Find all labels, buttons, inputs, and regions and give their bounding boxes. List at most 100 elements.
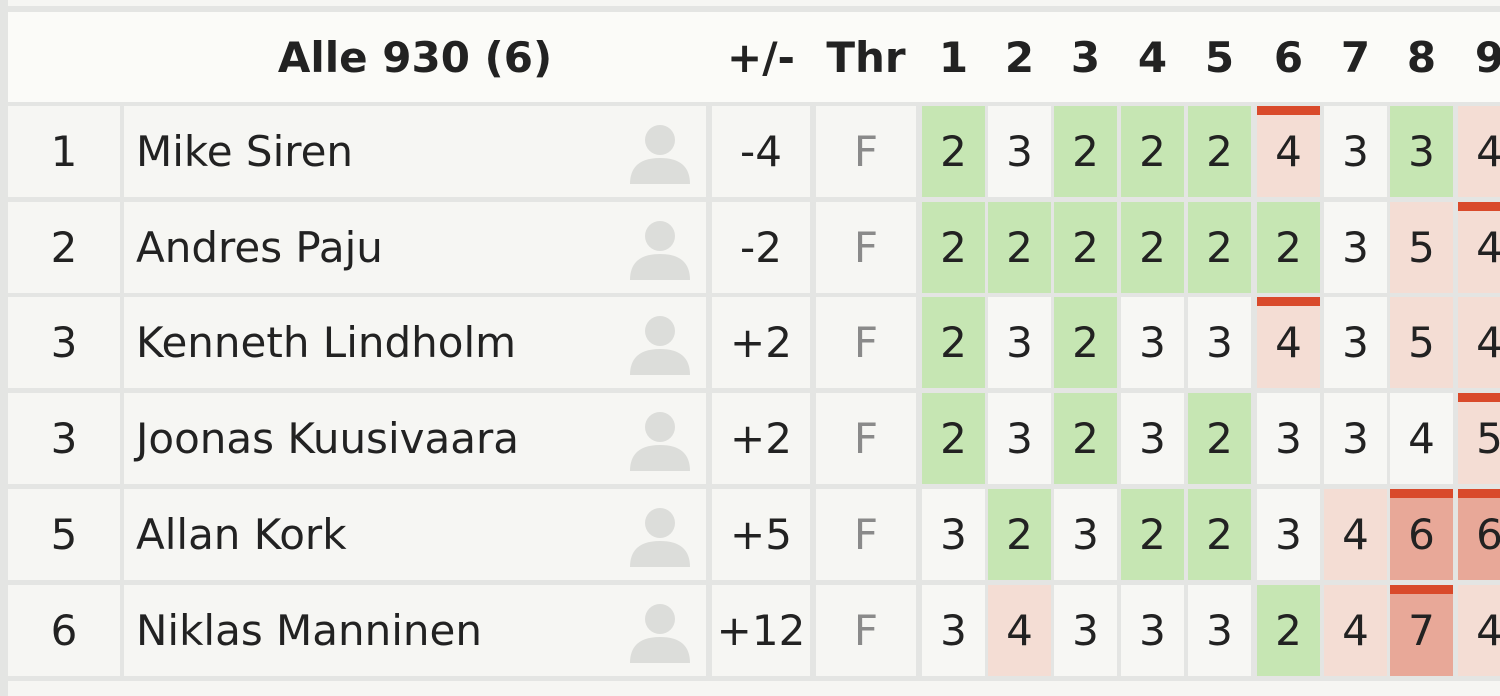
- hole-score: 3: [1121, 585, 1184, 676]
- player-name: Joonas Kuusivaara: [124, 393, 706, 484]
- hole-score: 3: [1257, 393, 1320, 484]
- hole-score: 2: [1121, 489, 1184, 580]
- rank: 3: [8, 297, 120, 388]
- hole-score: 3: [1324, 202, 1387, 293]
- hole-score: 4: [1458, 202, 1500, 293]
- hole-score: 4: [1458, 585, 1500, 676]
- thru: F: [816, 202, 916, 293]
- rank: 5: [8, 489, 120, 580]
- hole-header: 8: [1390, 12, 1453, 102]
- hole-score: 2: [922, 297, 985, 388]
- hole-score: 2: [922, 202, 985, 293]
- hole-header: 5: [1188, 12, 1251, 102]
- hole-score: 2: [922, 106, 985, 197]
- hole-score: 2: [1257, 585, 1320, 676]
- hole-score: 3: [1121, 393, 1184, 484]
- thru: F: [816, 106, 916, 197]
- avatar-icon[interactable]: [627, 503, 693, 569]
- rank: 2: [8, 202, 120, 293]
- hole-score: 4: [1257, 106, 1320, 197]
- hole-score: 3: [922, 489, 985, 580]
- hole-score: 2: [1054, 393, 1117, 484]
- hole-score: 5: [1390, 297, 1453, 388]
- hole-score: 3: [1390, 106, 1453, 197]
- penalty-marker: [1390, 489, 1453, 498]
- hole-header: 3: [1054, 12, 1117, 102]
- hole-score: 3: [988, 297, 1051, 388]
- rank: 3: [8, 393, 120, 484]
- avatar-icon[interactable]: [627, 120, 693, 186]
- penalty-marker: [1458, 393, 1500, 402]
- avatar-icon[interactable]: [627, 311, 693, 377]
- hole-score: 5: [1458, 393, 1500, 484]
- thru: F: [816, 297, 916, 388]
- hole-header: 1: [922, 12, 985, 102]
- player-name: Niklas Manninen: [124, 585, 706, 676]
- avatar-icon[interactable]: [627, 216, 693, 282]
- hole-score: 2: [988, 202, 1051, 293]
- hole-score: 2: [1054, 202, 1117, 293]
- penalty-marker: [1458, 489, 1500, 498]
- hole-score: 3: [1054, 489, 1117, 580]
- hole-score: 6: [1390, 489, 1453, 580]
- previous-row: [8, 0, 1500, 6]
- hole-score: 2: [922, 393, 985, 484]
- hole-header: 7: [1324, 12, 1387, 102]
- hole-score: 4: [1458, 106, 1500, 197]
- player-name: Kenneth Lindholm: [124, 297, 706, 388]
- hole-header: 9: [1458, 12, 1500, 102]
- penalty-marker: [1390, 585, 1453, 594]
- hole-score: 4: [1257, 297, 1320, 388]
- hole-score: 3: [1188, 585, 1251, 676]
- player-name: Mike Siren: [124, 106, 706, 197]
- score-to-par: +5: [712, 489, 810, 580]
- hole-header: 6: [1257, 12, 1320, 102]
- hole-score: 5: [1390, 202, 1453, 293]
- rank: 1: [8, 106, 120, 197]
- hole-score: 2: [1188, 393, 1251, 484]
- hole-score: 3: [988, 393, 1051, 484]
- hole-score: 2: [1188, 489, 1251, 580]
- hole-score: 2: [1054, 297, 1117, 388]
- score-to-par: +2: [712, 393, 810, 484]
- hole-score: 4: [988, 585, 1051, 676]
- hole-score: 6: [1458, 489, 1500, 580]
- score-to-par: +2: [712, 297, 810, 388]
- score-to-par: +12: [712, 585, 810, 676]
- hole-score: 3: [1324, 393, 1387, 484]
- next-row: [8, 681, 1500, 696]
- hole-header: 4: [1121, 12, 1184, 102]
- hole-score: 4: [1324, 489, 1387, 580]
- hole-score: 3: [1121, 297, 1184, 388]
- hole-score: 3: [988, 106, 1051, 197]
- hole-score: 3: [1257, 489, 1320, 580]
- plus-minus-header: +/-: [712, 12, 810, 102]
- hole-score: 2: [1054, 106, 1117, 197]
- hole-score: 2: [988, 489, 1051, 580]
- hole-score: 3: [1324, 297, 1387, 388]
- avatar-icon[interactable]: [627, 599, 693, 665]
- thru: F: [816, 393, 916, 484]
- thr-header: Thr: [816, 12, 916, 102]
- player-name: Allan Kork: [124, 489, 706, 580]
- rank: 6: [8, 585, 120, 676]
- player-name: Andres Paju: [124, 202, 706, 293]
- hole-score: 3: [1188, 297, 1251, 388]
- penalty-marker: [1458, 202, 1500, 211]
- hole-score: 3: [922, 585, 985, 676]
- thru: F: [816, 585, 916, 676]
- hole-score: 4: [1458, 297, 1500, 388]
- score-to-par: -4: [712, 106, 810, 197]
- hole-score: 3: [1054, 585, 1117, 676]
- hole-header: 2: [988, 12, 1051, 102]
- hole-score: 4: [1390, 393, 1453, 484]
- avatar-icon[interactable]: [627, 407, 693, 473]
- penalty-marker: [1257, 297, 1320, 306]
- hole-score: 2: [1121, 106, 1184, 197]
- thru: F: [816, 489, 916, 580]
- hole-score: 2: [1257, 202, 1320, 293]
- hole-score: 2: [1188, 202, 1251, 293]
- hole-score: 3: [1324, 106, 1387, 197]
- hole-score: 2: [1121, 202, 1184, 293]
